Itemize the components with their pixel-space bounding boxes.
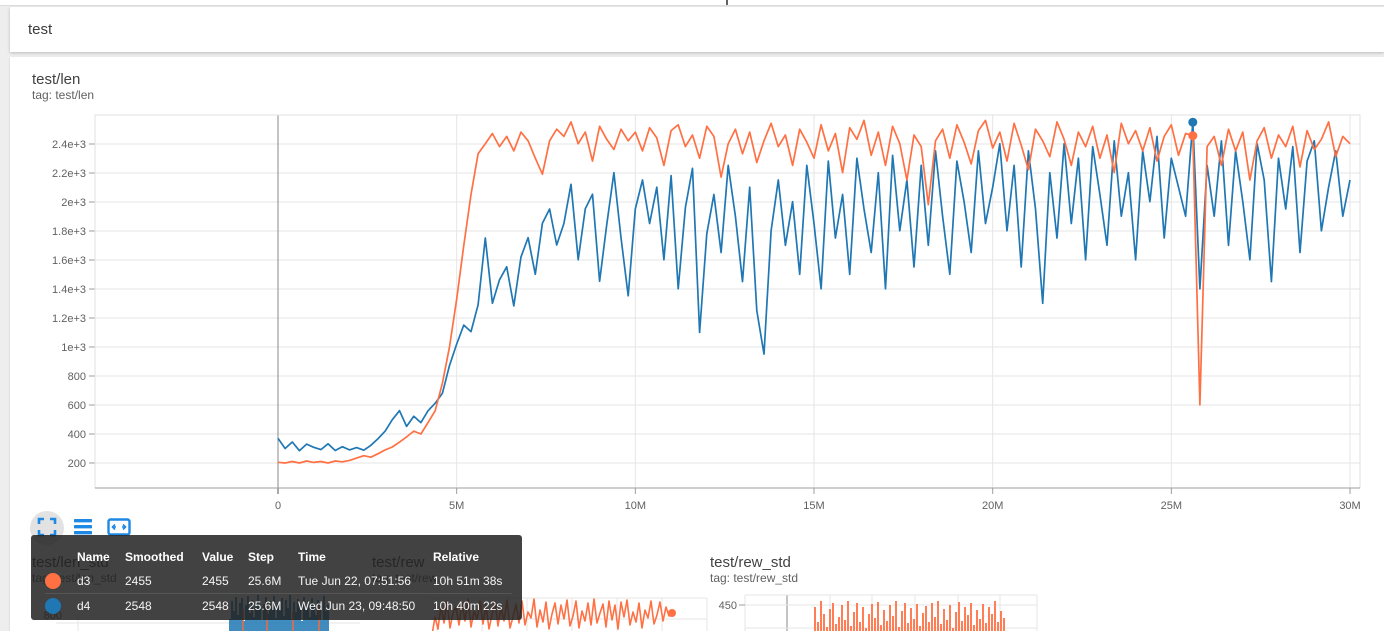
log-scale-icon [74, 519, 92, 535]
y-tick-label: 200 [68, 458, 86, 470]
x-tick-label: 10M [625, 500, 646, 512]
y-tick-label: 800 [68, 371, 86, 383]
tooltip-d3-step: 25.6M [248, 574, 282, 588]
log-scale-toggle-button[interactable] [70, 512, 96, 542]
tooltip-d3-time: Tue Jun 22, 07:51:56 [298, 574, 411, 588]
tooltip-d3-name: d3 [77, 574, 91, 588]
hover-tooltip: Name Smoothed Value Step Time Relative d… [31, 535, 522, 620]
x-tick-label: 15M [803, 500, 824, 512]
top-toolbar-edge [0, 0, 1384, 6]
tooltip-header-time: Time [298, 550, 326, 564]
fit-domain-icon [107, 518, 131, 536]
tooltip-d4-step: 25.6M [248, 593, 298, 617]
fit-domain-button[interactable] [106, 512, 132, 542]
tooltip-d3-smoothed: 2455 [125, 574, 152, 588]
run-swatch-d4 [45, 593, 77, 617]
tooltip-d3-relative: 10h 51m 38s [433, 574, 503, 588]
series-line-d3 [277, 119, 1351, 464]
x-tick-label: 5M [449, 500, 464, 512]
tooltip-corner [45, 545, 77, 569]
chart-title-test-rew-std: test/rew_std [710, 554, 791, 571]
y-tick-label: 1.8e+3 [52, 226, 86, 238]
tooltip-header-step: Step [248, 550, 275, 564]
toolbar-notch [726, 0, 728, 5]
tooltip-header-value: Value [202, 550, 234, 564]
tooltip-d4-name: d4 [77, 593, 125, 617]
run-group-title: test [28, 21, 53, 38]
tooltip-d3-value: 2455 [202, 574, 229, 588]
x-tick-label: 25M [1161, 500, 1182, 512]
y-tick-label: 2e+3 [61, 197, 86, 209]
tooltip-table: Name Smoothed Value Step Time Relative d… [45, 545, 512, 617]
chart-tag-test-len: tag: test/len [32, 88, 95, 102]
tooltip-d4-smoothed: 2548 [125, 593, 202, 617]
tooltip-header-name: Name [77, 550, 110, 564]
y-tick-label: 2.4e+3 [52, 139, 86, 151]
tooltip-d4-value: 2548 [202, 593, 248, 617]
scalar-charts-panel: test/len tag: test/len test/len_std tag:… [10, 57, 1384, 631]
x-tick-label: 30M [1339, 500, 1360, 512]
hover-marker-d4 [1188, 117, 1198, 127]
y-tick-label: 400 [68, 429, 86, 441]
mini3-y-tick-label: 450 [719, 600, 737, 612]
x-tick-label: 0 [275, 500, 281, 512]
chart-tag-test-rew-std: tag: test/rew_std [710, 571, 799, 585]
mini2-end-marker [668, 609, 676, 617]
series-line-d4 [277, 121, 1351, 452]
chart-title-test-len: test/len [32, 71, 81, 88]
tooltip-header-smoothed: Smoothed [125, 550, 184, 564]
y-tick-label: 600 [68, 400, 86, 412]
y-tick-label: 1.4e+3 [52, 284, 86, 296]
tooltip-d4-time: Wed Jun 23, 09:48:50 [298, 593, 433, 617]
y-tick-label: 2.2e+3 [52, 168, 86, 180]
hover-marker-d3 [1188, 131, 1198, 141]
fullscreen-icon [37, 517, 57, 537]
y-tick-label: 1e+3 [61, 342, 86, 354]
y-tick-label: 1.6e+3 [52, 255, 86, 267]
x-tick-label: 20M [982, 500, 1003, 512]
tooltip-header-relative: Relative [433, 550, 480, 564]
run-swatch-d3 [45, 569, 77, 593]
series-group [277, 117, 1351, 464]
tooltip-d4-relative: 10h 40m 22s [433, 593, 512, 617]
y-tick-label: 1.2e+3 [52, 313, 86, 325]
mini2-series-line [431, 598, 673, 631]
run-group-header[interactable]: test [10, 7, 1384, 52]
